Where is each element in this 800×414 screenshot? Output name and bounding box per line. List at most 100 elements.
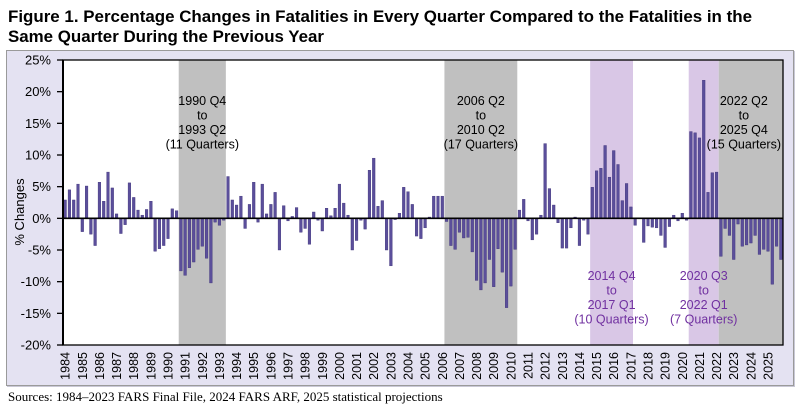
shaded-period-label-line: to — [606, 284, 616, 298]
bar-2010-q3 — [517, 209, 521, 219]
bar-1992-q2 — [205, 218, 209, 259]
shaded-period-label-line: (10 Quarters) — [574, 313, 648, 327]
bar-2015-q3 — [603, 145, 607, 219]
x-tick-label: 2002 — [367, 352, 381, 380]
x-tick-label: 1990 — [162, 352, 176, 380]
shaded-period-label-line: (15 Quarters) — [707, 138, 781, 152]
bar-2016-q2 — [616, 164, 620, 219]
y-tick-label: 0% — [32, 211, 51, 226]
bar-2014-q3 — [586, 218, 590, 235]
shaded-period-1990-q4 — [178, 60, 226, 345]
bar-2023-q1 — [732, 218, 736, 260]
bar-2009-q2 — [496, 218, 500, 249]
bar-1988-q2 — [136, 209, 140, 219]
bar-2013-q2 — [565, 218, 569, 249]
bar-2000-q1 — [337, 183, 341, 219]
shaded-period-label-line: 2022 Q1 — [680, 298, 728, 312]
shaded-period-label-2022-q2: 2022 Q2 to 2025 Q4 (15 Quarters) — [707, 94, 781, 152]
bar-2022-q2 — [719, 218, 723, 257]
bar-2011-q2 — [530, 218, 534, 241]
shaded-period-label-2020-q3: 2020 Q3 to 2022 Q1 (7 Quarters) — [670, 269, 737, 327]
shaded-period-label-2006-q2: 2006 Q2 to 2010 Q2 (17 Quarters) — [444, 94, 518, 152]
bar-2018-q2 — [650, 218, 654, 228]
x-tick-label: 1991 — [179, 352, 193, 380]
x-tick-label: 2017 — [624, 352, 638, 380]
plot-area — [63, 60, 783, 345]
bar-1987-q2 — [119, 218, 123, 234]
bar-2017-q4 — [642, 218, 646, 243]
labels-layer: 1990 Q4 to 1993 Q2 (11 Quarters)2006 Q2 to 20… — [21, 53, 781, 380]
shaded-period-label: 2006 Q2 to 2010 Q2 (17 Quarters) — [444, 94, 518, 152]
y-axis-title: % Changes — [12, 178, 27, 246]
bar-2025-q1 — [766, 218, 770, 252]
x-tick-label: 1992 — [196, 352, 210, 380]
bar-2019-q1 — [663, 218, 667, 248]
y-tick-label: -20% — [21, 338, 52, 353]
x-tick-label: 1984 — [59, 352, 73, 380]
bar-1995-q1 — [252, 182, 256, 219]
shaded-period-label-line: 2010 Q2 — [457, 123, 505, 137]
x-tick-label: 2015 — [590, 352, 604, 380]
bar-2021-q1 — [697, 137, 701, 219]
bar-1994-q2 — [239, 195, 243, 219]
x-tick-label: 1993 — [213, 352, 227, 380]
bar-2018-q1 — [646, 218, 650, 227]
bar-2018-q4 — [659, 218, 663, 236]
y-tick-label: 10% — [25, 148, 51, 163]
y-tick-label: -5% — [28, 243, 52, 258]
bar-2023-q2 — [736, 218, 740, 225]
x-tick-label: 2023 — [727, 352, 741, 380]
bar-2006-q3 — [449, 218, 453, 246]
bar-1989-q3 — [157, 218, 161, 249]
bar-1991-q2 — [187, 218, 191, 268]
x-tick-label: 2020 — [676, 352, 690, 380]
bar-1996-q3 — [277, 218, 281, 251]
bar-1986-q2 — [102, 201, 106, 219]
bar-1990-q3 — [175, 210, 179, 219]
x-tick-label: 1989 — [144, 352, 158, 380]
x-tick-label: 2016 — [607, 352, 621, 380]
x-tick-label: 2005 — [419, 352, 433, 380]
bar-1993-q3 — [226, 176, 230, 219]
shaded-period-label-line: 2014 Q4 — [588, 269, 636, 283]
shaded-period-label-line: 1993 Q2 — [178, 123, 226, 137]
bar-1986-q4 — [110, 187, 114, 219]
x-tick-label: 2011 — [522, 352, 536, 379]
bar-1992-q3 — [209, 218, 213, 284]
bar-2009-q3 — [500, 218, 504, 273]
x-tick-label: 1988 — [127, 352, 141, 380]
bar-1999-q2 — [325, 207, 329, 219]
shaded-period-label-line: to — [739, 109, 749, 123]
shaded-period-label-line: to — [476, 109, 486, 123]
bar-1990-q1 — [166, 218, 170, 239]
y-tick-label: 25% — [25, 53, 51, 68]
bars-layer — [63, 80, 783, 308]
bar-2000-q2 — [342, 202, 346, 219]
y-tick-label: 15% — [25, 116, 51, 131]
shaded-period-label: 2014 Q4 to 2017 Q1 (10 Quarters) — [574, 269, 648, 327]
x-tick-label: 2019 — [659, 352, 673, 380]
x-tick-label: 2003 — [384, 352, 398, 380]
x-tick-label: 2000 — [333, 352, 347, 380]
bar-1999-q1 — [320, 218, 324, 232]
y-tick-label: 20% — [25, 84, 51, 99]
bar-2007-q1 — [457, 218, 461, 233]
bar-2020-q3 — [689, 131, 693, 219]
bar-1989-q4 — [162, 218, 166, 246]
bar-2004-q2 — [410, 204, 414, 219]
x-tick-label: 2012 — [539, 352, 553, 380]
bar-2022-q4 — [727, 218, 731, 236]
bar-2008-q2 — [479, 218, 483, 291]
bar-2001-q1 — [355, 218, 359, 241]
bar-2006-q4 — [453, 218, 457, 250]
bar-1993-q4 — [230, 199, 234, 219]
bar-1985-q1 — [80, 218, 84, 232]
bar-2007-q3 — [466, 218, 470, 238]
bar-1984-q3 — [72, 199, 76, 219]
bar-2023-q3 — [740, 218, 744, 247]
bar-2002-q3 — [380, 200, 384, 219]
bar-2012-q2 — [547, 188, 551, 219]
bar-2024-q1 — [749, 218, 753, 244]
x-tick-label: 2009 — [487, 352, 501, 380]
